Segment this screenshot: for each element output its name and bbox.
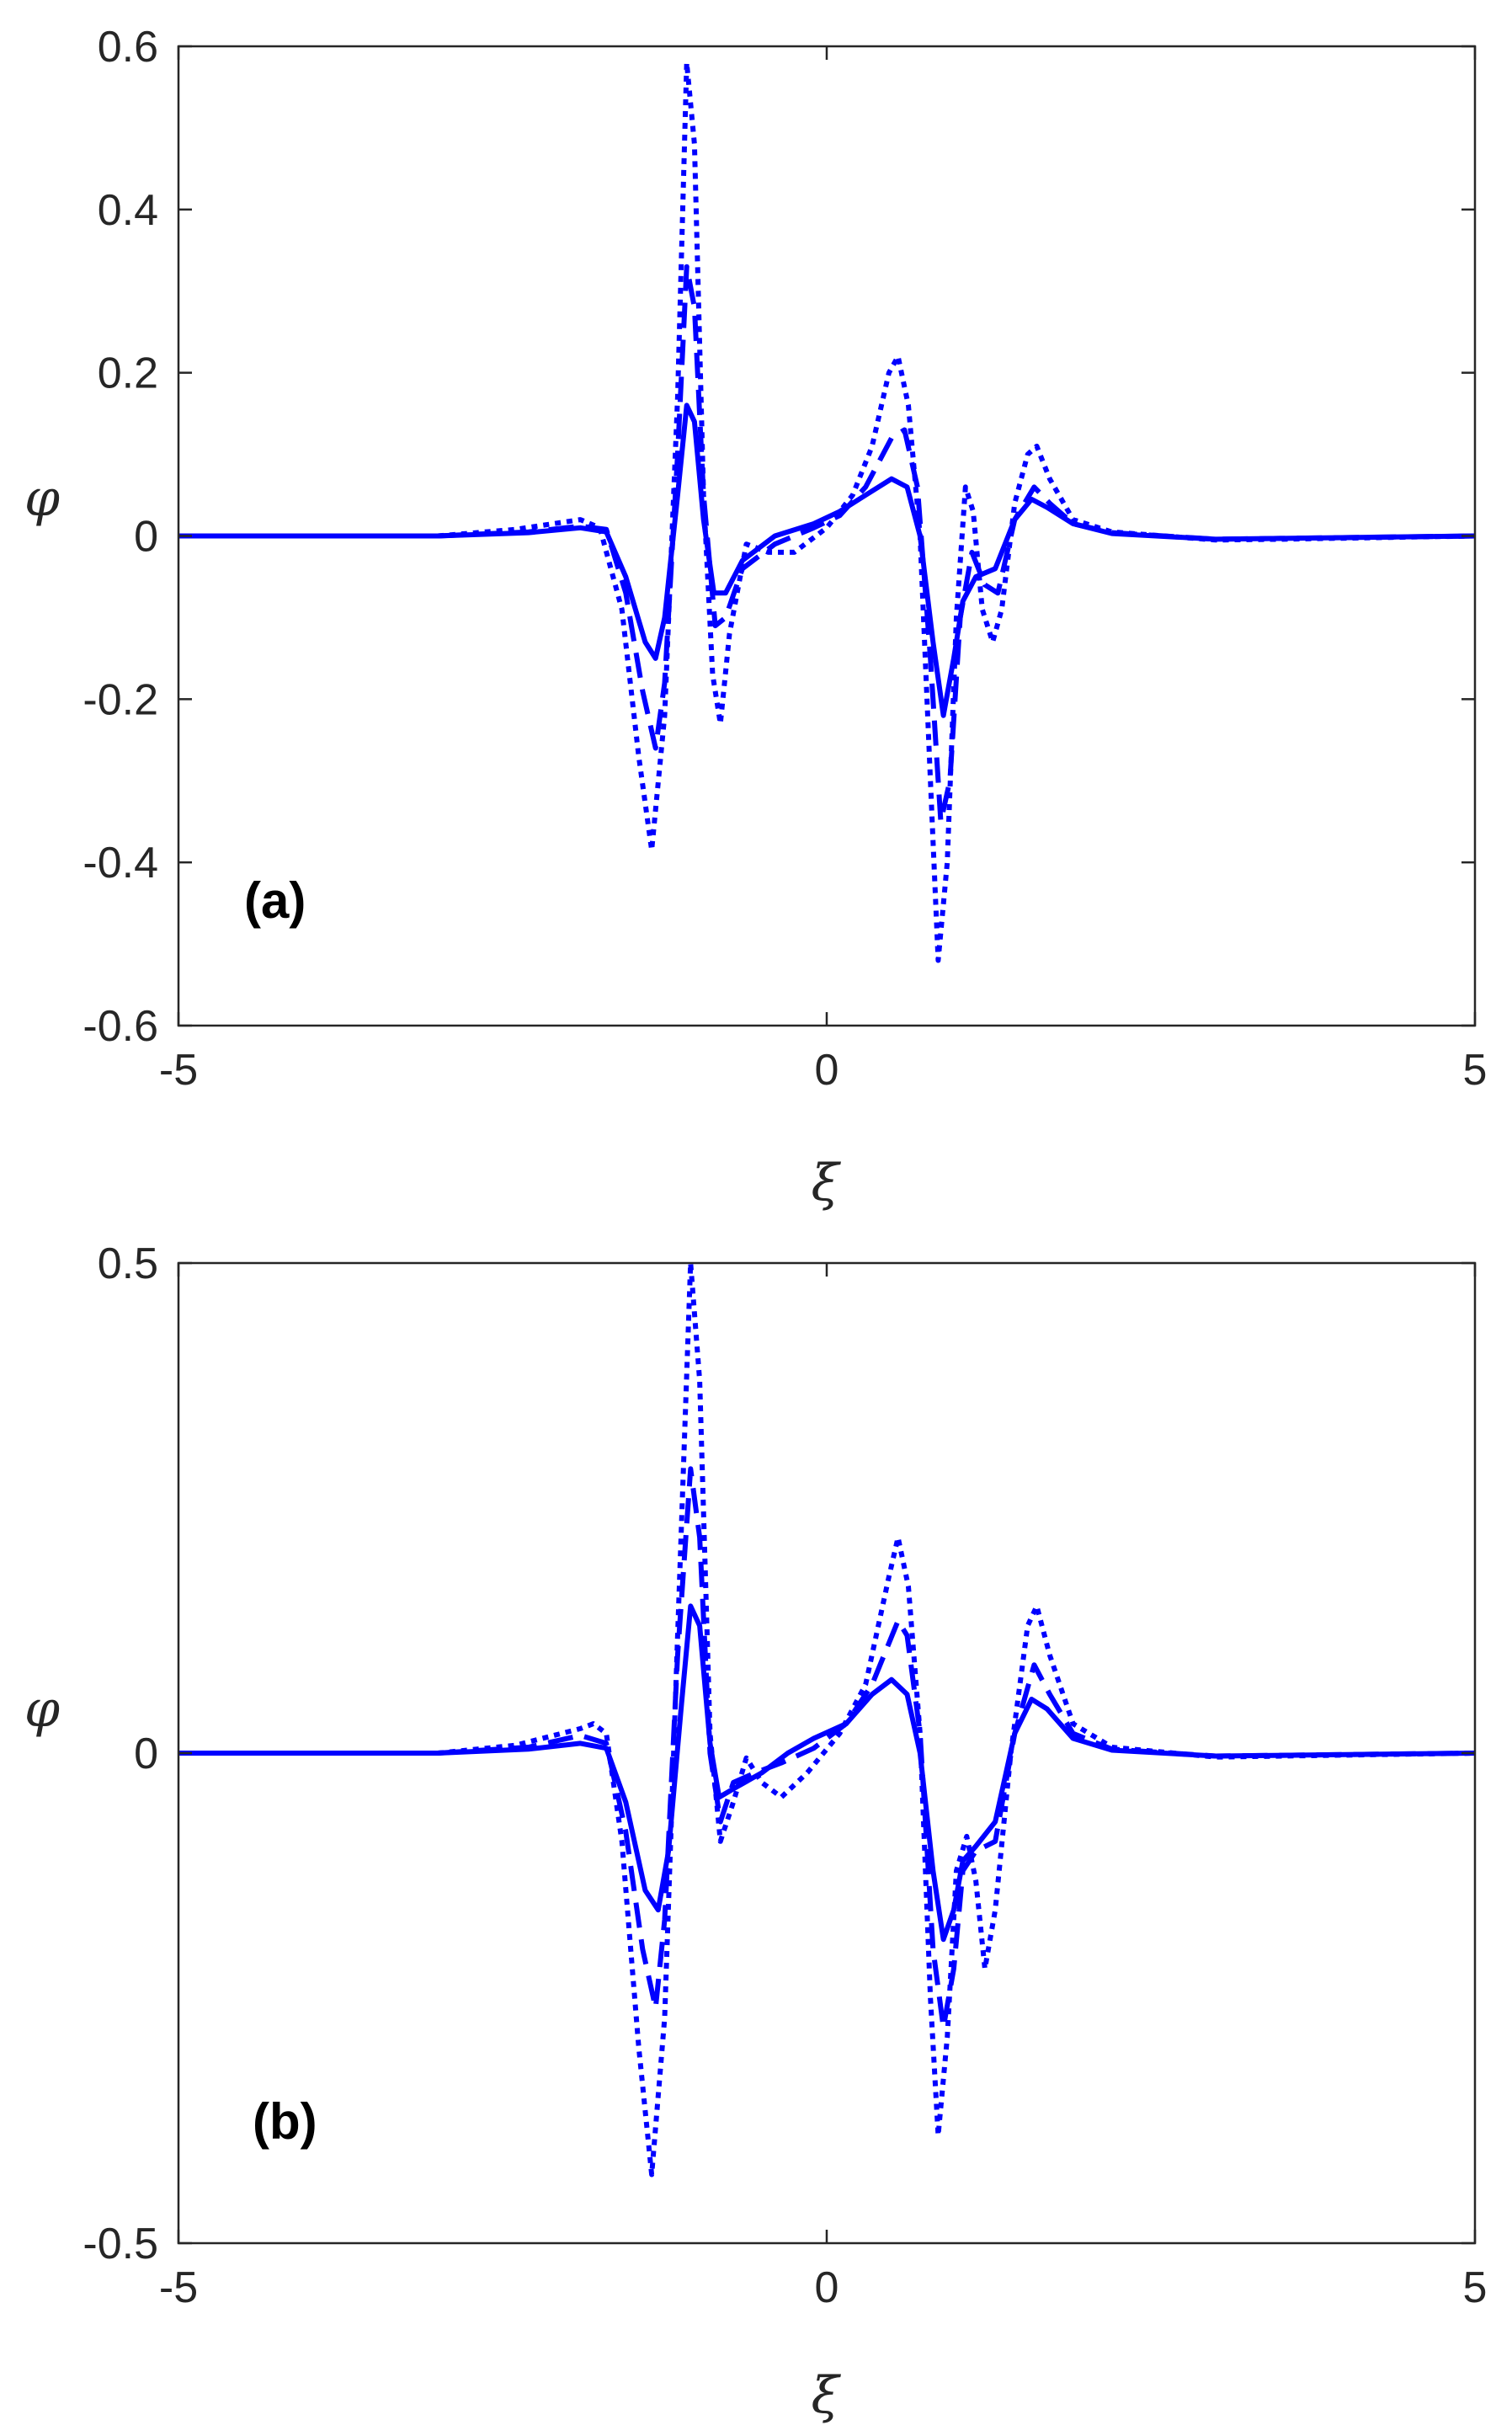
panel-b-series-group	[178, 1263, 1475, 2177]
panel-b-ytick-label: 0.5	[98, 1239, 158, 1288]
panel-a-ytick-label: -0.4	[83, 839, 158, 888]
panel-b-xlabel: ξ	[811, 2366, 841, 2425]
panel-a-series-dashed	[178, 264, 1475, 824]
panel-b-series-dashed	[178, 1466, 1475, 2030]
panel-a-series-dotted	[178, 60, 1475, 963]
panel-b-xtick-label: 0	[815, 2263, 839, 2312]
panel-a-ytick-label: 0	[134, 513, 158, 562]
panel-b-xtick-label: -5	[159, 2263, 198, 2312]
panel-a-xtick-label: 0	[815, 1046, 839, 1095]
panel-a-xlabel: ξ	[811, 1154, 841, 1213]
panel-a-ytick-label: 0.6	[98, 23, 158, 72]
panel-a-tag: (a)	[244, 872, 306, 929]
panel-b-xtick-label: 5	[1463, 2263, 1488, 2312]
panel-b: φ ξ (b) -5 0 5 -0.5 0 0.5	[24, 1239, 1487, 2425]
panel-a-ylabel: φ	[24, 469, 60, 528]
panel-b-ylabel: φ	[24, 1680, 60, 1739]
panel-b-ytick-label: 0	[134, 1730, 158, 1778]
panel-a-ytick-label: 0.4	[98, 186, 158, 235]
panel-a-xtick-label: 5	[1463, 1046, 1488, 1095]
panel-a-ytick-label: 0.2	[98, 349, 158, 398]
panel-a-ytick-label: -0.2	[83, 675, 158, 724]
panel-a-series-group	[178, 60, 1475, 963]
panel-b-ytick-label: -0.5	[83, 2220, 158, 2268]
panel-a-ytick-label: -0.6	[83, 1002, 158, 1051]
panel-b-tag: (b)	[253, 2093, 317, 2150]
panel-a-series-solid	[178, 402, 1475, 718]
panel-a-xtick-label: -5	[159, 1046, 198, 1095]
panel-a: φ ξ (a) -5 0 5 -0.6 -0.4 -0.2 0 0.2 0.4 0.6	[24, 23, 1487, 1213]
